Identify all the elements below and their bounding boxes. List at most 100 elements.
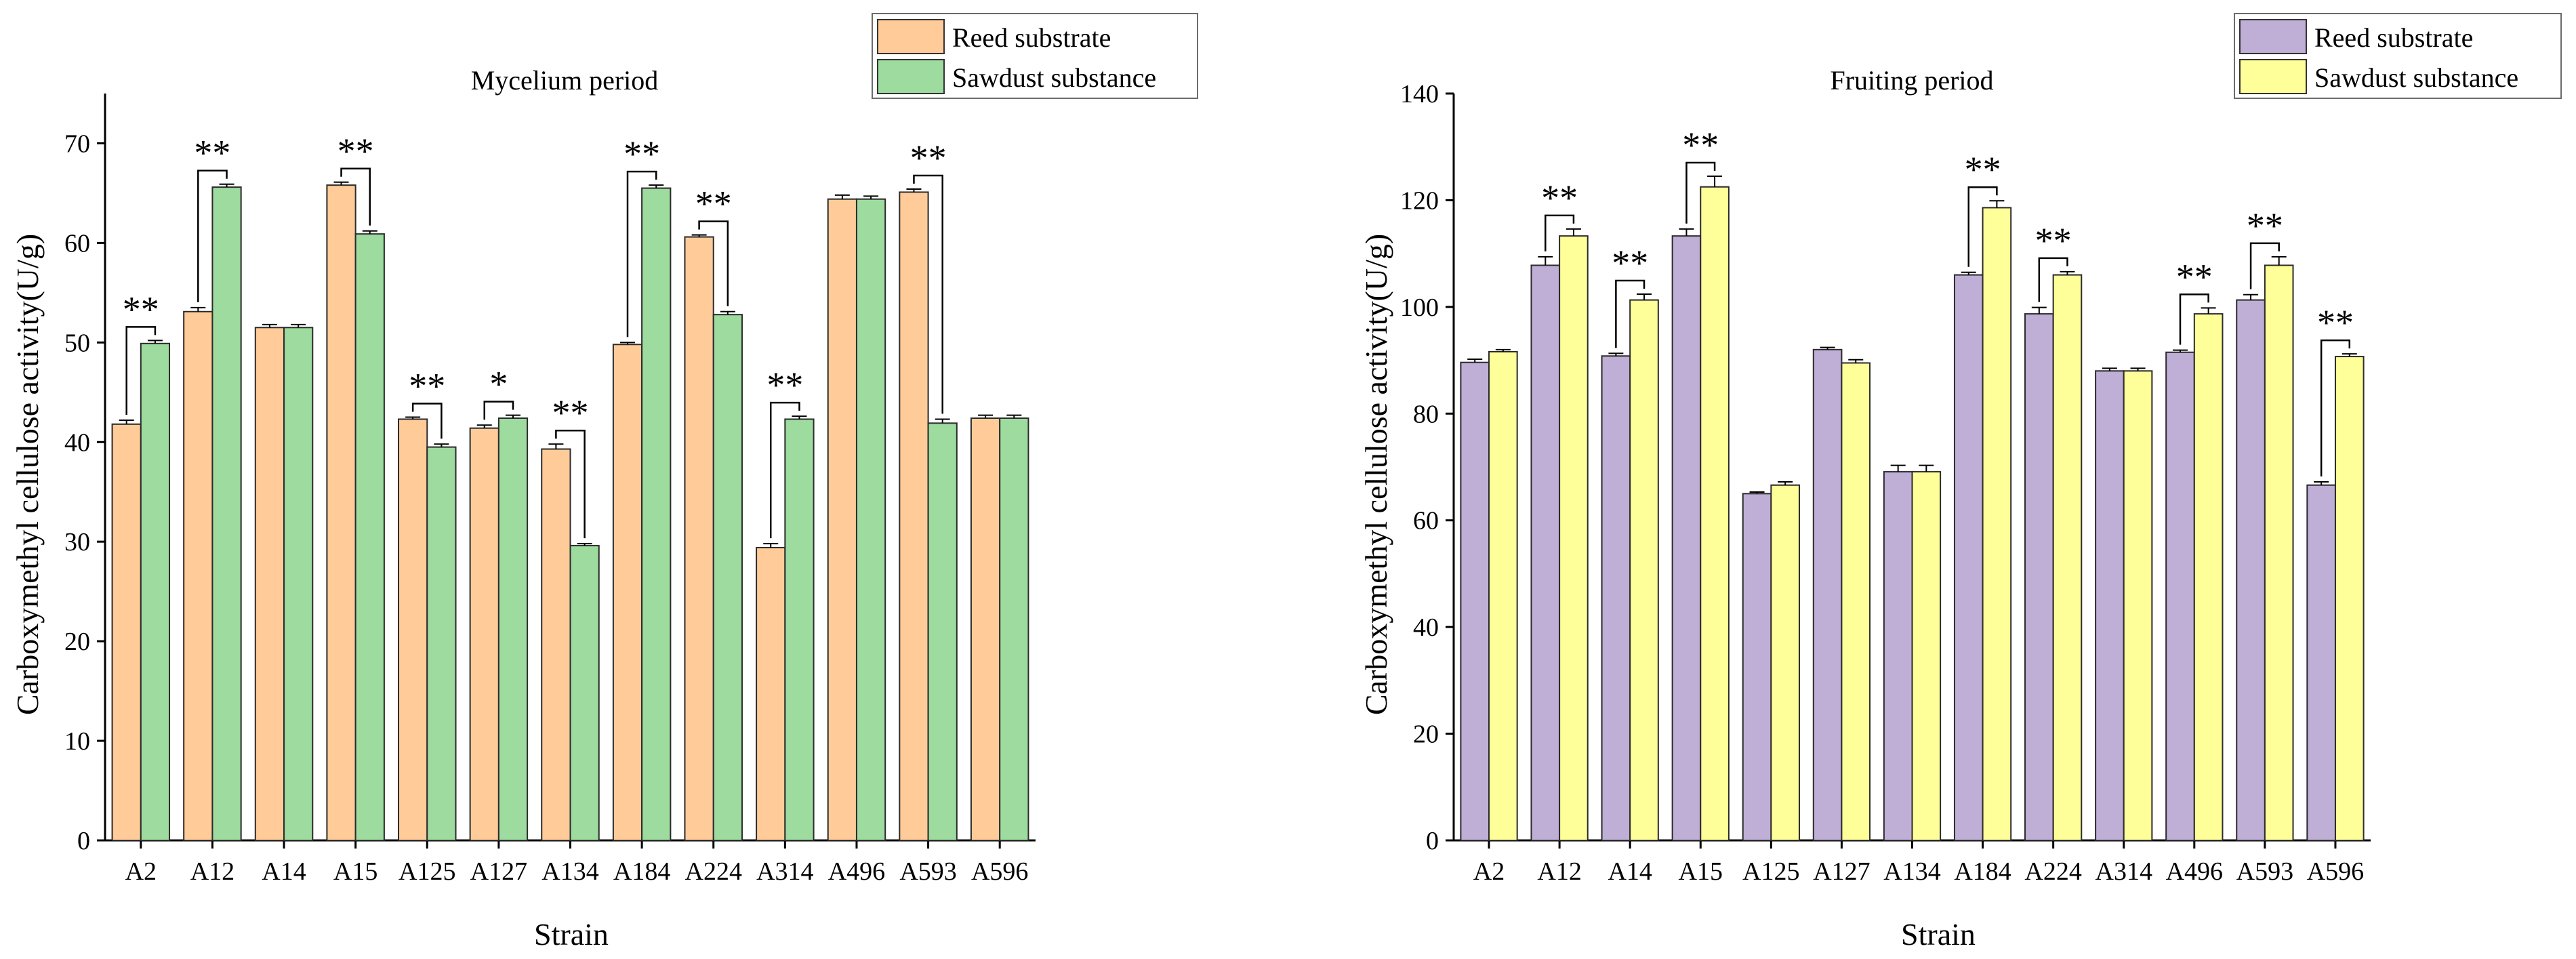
chart-title: Mycelium period — [471, 65, 659, 96]
significance-bracket-A134 — [555, 429, 586, 539]
bar-reed-A12 — [183, 310, 213, 841]
bar-sawdust-A12 — [211, 186, 242, 842]
mycelium-chart: Mycelium period Carboxymethyl cellulose … — [10, 13, 1198, 952]
significance-bracket-A224 — [2038, 257, 2068, 302]
bar-sawdust-A12 — [1559, 235, 1589, 842]
significance-bracket-A125 — [411, 403, 443, 439]
bar-reed-A224 — [2024, 313, 2054, 841]
bar-sawdust-A184 — [641, 187, 672, 841]
bar-sawdust-A125 — [426, 446, 457, 841]
bar-sawdust-A496 — [855, 198, 886, 841]
x-tick-label: A224 — [685, 857, 742, 886]
bar-sawdust-A184 — [1982, 207, 2012, 842]
significance-bracket-A596 — [2320, 339, 2351, 477]
y-tick-label: 120 — [1400, 186, 1439, 215]
bar-reed-A134 — [1883, 471, 1913, 841]
bar-sawdust-A134 — [569, 545, 600, 841]
significance-mark-A14: ** — [1612, 243, 1648, 283]
bar-reed-A224 — [684, 236, 714, 842]
x-tick-label: A184 — [1954, 857, 2011, 886]
bar-reed-A596 — [2306, 484, 2336, 841]
bar-reed-A14 — [254, 327, 285, 841]
significance-bracket-A184 — [1967, 186, 1998, 267]
bar-reed-A125 — [398, 418, 428, 841]
bar-sawdust-A314 — [2123, 370, 2153, 841]
y-tick-label: 20 — [1413, 720, 1439, 749]
fruiting-chart: Fruiting period Carboxymethyl cellulose … — [1359, 13, 2562, 952]
x-tick-label: A596 — [971, 857, 1028, 886]
significance-mark-A12: ** — [194, 133, 230, 174]
x-tick-label: A2 — [1473, 857, 1505, 886]
y-tick-label: 80 — [1413, 400, 1439, 428]
y-tick-label: 100 — [1400, 293, 1439, 322]
significance-mark-A224: ** — [695, 184, 732, 224]
x-tick-label: A14 — [1608, 857, 1652, 886]
significance-mark-A2: ** — [123, 289, 159, 329]
significance-bracket-A127 — [483, 401, 514, 420]
significance-mark-A593: ** — [910, 138, 947, 178]
bar-sawdust-A496 — [2193, 313, 2224, 841]
bar-sawdust-A314 — [784, 418, 815, 841]
bar-reed-A14 — [1601, 355, 1631, 841]
bar-sawdust-A596 — [999, 417, 1029, 841]
bar-reed-A12 — [1530, 264, 1561, 841]
legend-swatch-reed — [877, 19, 945, 54]
significance-mark-A184: ** — [623, 134, 660, 174]
bar-reed-A496 — [2165, 351, 2195, 841]
y-tick-label: 0 — [77, 827, 90, 855]
significance-mark-A496: ** — [2176, 256, 2213, 297]
legend-swatch-sawdust — [2239, 59, 2307, 94]
x-tick-label: A134 — [1883, 857, 1940, 886]
y-axis-label: Carboxymethyl cellulose activity(U/g) — [1359, 234, 1393, 715]
significance-bracket-A314 — [769, 401, 800, 539]
significance-mark-A184: ** — [1965, 149, 2001, 190]
bar-reed-A593 — [899, 191, 929, 841]
x-tick-label: A314 — [2095, 857, 2152, 886]
plot-area: 0 20 40 60 80 100 120 140 A2 A12 ** A14 ** A15 ** A125 A… — [1400, 80, 2371, 886]
legend: Reed substrate Sawdust substance — [872, 13, 1198, 99]
bar-reed-A15 — [1671, 235, 1702, 842]
bar-sawdust-A224 — [2052, 274, 2083, 841]
x-tick-label: A127 — [1813, 857, 1870, 886]
y-tick-label: 10 — [64, 727, 90, 756]
x-tick-label: A224 — [2024, 857, 2081, 886]
x-axis-label: Strain — [1901, 917, 1976, 952]
legend-label-sawdust: Sawdust substance — [952, 62, 1156, 93]
significance-mark-A224: ** — [2035, 220, 2072, 261]
significance-bracket-A15 — [340, 167, 371, 226]
x-tick-label: A593 — [2236, 857, 2293, 886]
y-tick-label: 60 — [64, 229, 90, 258]
y-tick-label: 40 — [64, 428, 90, 457]
bar-reed-A134 — [541, 448, 571, 841]
bar-reed-A2 — [1460, 361, 1490, 841]
chart-title: Fruiting period — [1830, 65, 1993, 96]
x-tick-label: A314 — [756, 857, 813, 886]
bar-sawdust-A2 — [140, 342, 171, 841]
significance-bracket-A12 — [1545, 214, 1575, 251]
legend-swatch-reed — [2239, 19, 2307, 54]
y-tick-label: 30 — [64, 528, 90, 556]
x-tick-label: A12 — [1537, 857, 1581, 886]
significance-bracket-A15 — [1685, 161, 1716, 224]
significance-bracket-A593 — [2249, 242, 2280, 289]
legend-swatch-sawdust — [877, 59, 945, 94]
bar-sawdust-A134 — [1911, 471, 1942, 841]
significance-bracket-A496 — [2179, 293, 2209, 345]
bar-reed-A184 — [612, 344, 643, 842]
x-tick-label: A593 — [899, 857, 956, 886]
legend-label-sawdust: Sawdust substance — [2314, 62, 2518, 93]
x-tick-label: A496 — [2166, 857, 2223, 886]
significance-mark-A314: ** — [766, 365, 803, 405]
y-tick-label: 70 — [64, 129, 90, 158]
significance-mark-A127: * — [489, 364, 508, 405]
bar-sawdust-A127 — [497, 417, 529, 841]
y-axis-label: Carboxymethyl cellulose activity(U/g) — [10, 234, 45, 715]
x-tick-label: A12 — [190, 857, 234, 886]
x-tick-label: A184 — [613, 857, 670, 886]
significance-bracket-A2 — [125, 326, 157, 415]
bar-reed-A314 — [2095, 370, 2125, 841]
x-tick-label: A134 — [541, 857, 598, 886]
significance-mark-A12: ** — [1541, 178, 1578, 218]
significance-mark-A15: ** — [1682, 125, 1719, 165]
